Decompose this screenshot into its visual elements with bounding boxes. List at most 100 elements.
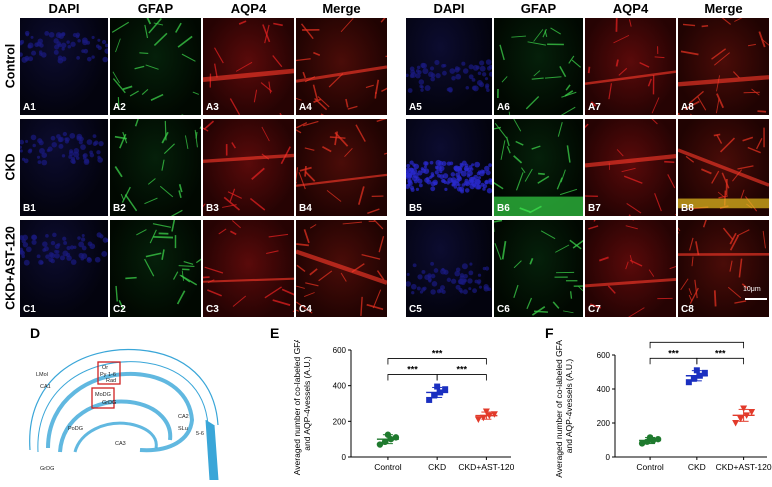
panel-label: C8: [681, 304, 694, 315]
micrograph-c4: C4: [296, 220, 387, 317]
significance-label: ***: [432, 349, 443, 359]
micrograph-c5: C5: [406, 220, 492, 317]
y-tick-label: 600: [597, 351, 611, 360]
panel-label: B4: [299, 203, 312, 214]
data-point: [376, 441, 384, 448]
significance-bracket: [696, 357, 745, 365]
data-point: [696, 372, 703, 379]
panel-label: A1: [23, 102, 36, 113]
region-label: GrDG: [102, 400, 116, 406]
micrograph-a3: A3: [203, 18, 294, 115]
y-axis-label: and AQP-4vessels (A.U.): [564, 359, 574, 454]
region-box-dg: [91, 387, 115, 409]
region-label: MoDG: [95, 392, 111, 398]
data-point: [732, 420, 740, 427]
y-tick-label: 600: [333, 346, 347, 355]
x-tick-label: CKD: [428, 462, 446, 472]
data-point: [384, 431, 392, 438]
region-label: Or: [102, 365, 108, 371]
data-point: [437, 389, 444, 396]
region-label: PoDG: [68, 426, 83, 432]
data-point: [431, 392, 438, 399]
panel-label: A5: [409, 102, 422, 113]
series-ckd-ast-120: [474, 408, 498, 424]
micrograph-b6: B6: [494, 119, 583, 216]
column-header-merge: Merge: [322, 1, 361, 16]
micrograph-c8: C8: [678, 220, 769, 317]
panel-label: B5: [409, 203, 422, 214]
significance-bracket: [436, 374, 487, 381]
column-header-aqp4: AQP4: [230, 1, 267, 16]
region-label: CA3: [115, 441, 126, 447]
data-point: [737, 415, 745, 423]
x-tick-label: CKD+AST-120: [458, 462, 514, 472]
micrograph-c6: C6: [494, 220, 583, 317]
column-header-gfap: GFAP: [520, 1, 557, 16]
panel-label: C6: [497, 304, 510, 315]
region-box-ca1: [97, 361, 121, 385]
significance-bracket: [387, 358, 487, 365]
significance-bracket: [649, 357, 698, 365]
data-point: [743, 412, 751, 419]
significance-label: ***: [407, 365, 418, 375]
significance-bracket: [387, 374, 438, 381]
region-label: SLu: [178, 426, 188, 432]
row-label-0: Control: [3, 43, 17, 88]
column-header-merge: Merge: [704, 1, 743, 16]
data-point: [690, 375, 697, 382]
data-point: [434, 383, 441, 390]
panel-label: A7: [588, 102, 601, 113]
data-point: [442, 386, 449, 393]
micrograph-b7: B7: [585, 119, 676, 216]
significance-label: ***: [692, 340, 703, 342]
region-label: CA2: [178, 414, 189, 420]
panel-label: B7: [588, 203, 601, 214]
panel-label: B3: [206, 203, 219, 214]
region-label: GrDG: [40, 466, 54, 472]
micrograph-c2: C2: [110, 220, 201, 317]
micrograph-a1: A1: [20, 18, 108, 115]
region-label: Py 1-6: [100, 372, 116, 378]
panel-letter-f: F: [545, 325, 554, 341]
region-label: LMol: [36, 372, 48, 378]
x-tick-label: CKD: [688, 462, 706, 472]
micrograph-b8: B8: [678, 119, 769, 216]
micrograph-c3: C3: [203, 220, 294, 317]
data-point: [490, 411, 498, 418]
micrograph-b3: B3: [203, 119, 294, 216]
panel-label: B1: [23, 203, 36, 214]
panel-label: C1: [23, 304, 36, 315]
data-point: [638, 440, 646, 447]
scatter-plot-e: 0 200 400 600 Averaged number of co-labeled …: [292, 340, 515, 475]
series-ckd: [426, 383, 449, 403]
significance-bracket: [649, 341, 745, 349]
y-tick-label: 200: [333, 417, 347, 426]
panel-label: B6: [497, 203, 510, 214]
panel-label: C5: [409, 304, 422, 315]
series-ckd-ast-120: [732, 405, 756, 427]
micrograph-c7: C7: [585, 220, 676, 317]
scatter-plot-f: 0 200 400 600 Averaged number of co-labeled …: [554, 340, 772, 478]
column-header-dapi: DAPI: [433, 1, 465, 16]
micrograph-a7: A7: [585, 18, 676, 115]
panel-label: C7: [588, 304, 601, 315]
scale-bar: [745, 298, 767, 300]
y-tick-label: 400: [333, 382, 347, 391]
y-axis-label: Averaged number of co-labeled GFAP: [292, 340, 302, 475]
row-label-1: CKD: [3, 152, 17, 181]
micrograph-a4: A4: [296, 18, 387, 115]
column-header-aqp4: AQP4: [612, 1, 649, 16]
panel-label: C3: [206, 304, 219, 315]
panel-label: A2: [113, 102, 126, 113]
x-tick-label: CKD+AST-120: [716, 462, 772, 472]
x-tick-label: Control: [374, 462, 402, 472]
data-point: [693, 367, 700, 374]
column-header-gfap: GFAP: [137, 1, 174, 16]
x-tick-label: Control: [636, 462, 664, 472]
data-point: [482, 408, 490, 416]
micrograph-b5: B5: [406, 119, 492, 216]
micrograph-b1: B1: [20, 119, 108, 216]
column-header-dapi: DAPI: [48, 1, 80, 16]
significance-label: ***: [668, 348, 679, 358]
y-axis-label: Averaged number of co-labeled GFAP: [554, 340, 564, 478]
